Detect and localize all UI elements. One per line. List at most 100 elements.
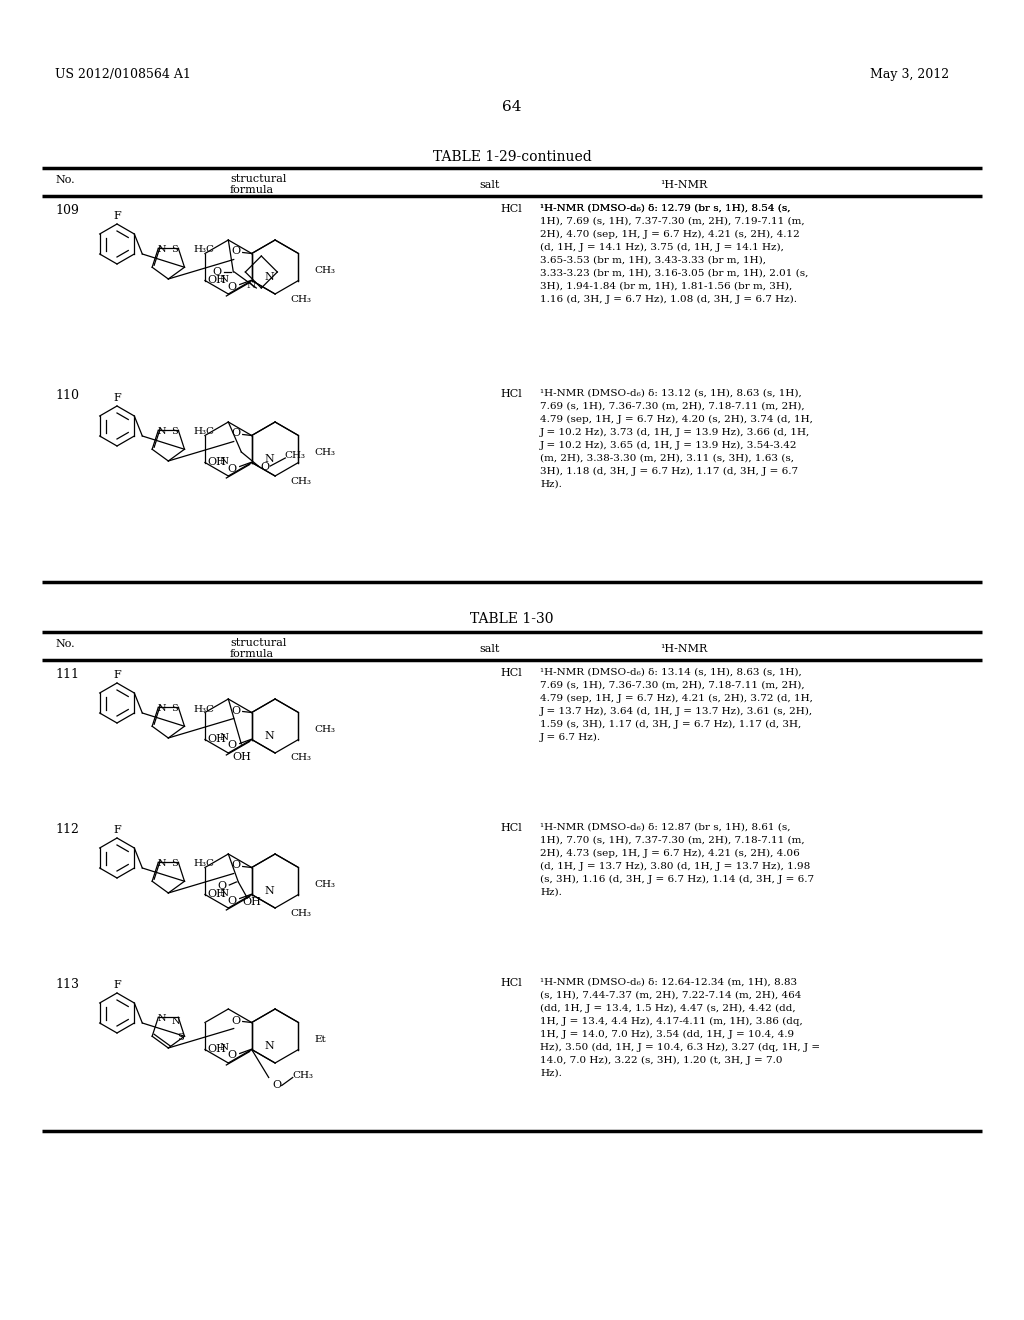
Text: S: S xyxy=(177,1032,184,1041)
Text: O: O xyxy=(272,1081,282,1090)
Text: O: O xyxy=(227,281,237,292)
Text: 7.69 (s, 1H), 7.36-7.30 (m, 2H), 7.18-7.11 (m, 2H),: 7.69 (s, 1H), 7.36-7.30 (m, 2H), 7.18-7.… xyxy=(540,681,805,690)
Text: N: N xyxy=(172,1016,180,1026)
Text: 2H), 4.70 (sep, 1H, J = 6.7 Hz), 4.21 (s, 2H), 4.12: 2H), 4.70 (sep, 1H, J = 6.7 Hz), 4.21 (s… xyxy=(540,230,800,239)
Text: 1.59 (s, 3H), 1.17 (d, 3H, J = 6.7 Hz), 1.17 (d, 3H,: 1.59 (s, 3H), 1.17 (d, 3H, J = 6.7 Hz), … xyxy=(540,719,801,729)
Text: OH: OH xyxy=(207,1044,225,1053)
Text: S: S xyxy=(171,244,178,253)
Text: ¹H-NMR (DMSO-d₆) δ: 12.79 (br s, 1H), 8.54 (s,: ¹H-NMR (DMSO-d₆) δ: 12.79 (br s, 1H), 8.… xyxy=(540,205,791,213)
Text: O: O xyxy=(261,462,270,473)
Text: 14.0, 7.0 Hz), 3.22 (s, 3H), 1.20 (t, 3H, J = 7.0: 14.0, 7.0 Hz), 3.22 (s, 3H), 1.20 (t, 3H… xyxy=(540,1056,782,1065)
Text: 3H), 1.94-1.84 (br m, 1H), 1.81-1.56 (br m, 3H),: 3H), 1.94-1.84 (br m, 1H), 1.81-1.56 (br… xyxy=(540,282,793,290)
Text: HCl: HCl xyxy=(500,978,522,987)
Text: (m, 2H), 3.38-3.30 (m, 2H), 3.11 (s, 3H), 1.63 (s,: (m, 2H), 3.38-3.30 (m, 2H), 3.11 (s, 3H)… xyxy=(540,454,794,463)
Text: O: O xyxy=(231,429,241,438)
Text: N: N xyxy=(157,704,166,713)
Text: HCl: HCl xyxy=(500,822,522,833)
Text: (s, 1H), 7.44-7.37 (m, 2H), 7.22-7.14 (m, 2H), 464: (s, 1H), 7.44-7.37 (m, 2H), 7.22-7.14 (m… xyxy=(540,991,802,1001)
Text: ¹H-NMR (DMSO-d₆) δ: 12.79 (br s, 1H), 8.54 (s,: ¹H-NMR (DMSO-d₆) δ: 12.79 (br s, 1H), 8.… xyxy=(540,205,791,213)
Text: N: N xyxy=(220,888,229,898)
Text: CH₃: CH₃ xyxy=(285,451,306,461)
Text: ¹H-NMR: ¹H-NMR xyxy=(660,180,708,190)
Text: 3.65-3.53 (br m, 1H), 3.43-3.33 (br m, 1H),: 3.65-3.53 (br m, 1H), 3.43-3.33 (br m, 1… xyxy=(540,256,766,265)
Text: 3.33-3.23 (br m, 1H), 3.16-3.05 (br m, 1H), 2.01 (s,: 3.33-3.23 (br m, 1H), 3.16-3.05 (br m, 1… xyxy=(540,269,808,279)
Text: ¹H-NMR (DMSO-d₆) δ: 12.64-12.34 (m, 1H), 8.83: ¹H-NMR (DMSO-d₆) δ: 12.64-12.34 (m, 1H),… xyxy=(540,978,797,987)
Text: structural: structural xyxy=(230,174,287,183)
Text: H₃C: H₃C xyxy=(194,246,215,255)
Text: N: N xyxy=(220,457,229,466)
Text: US 2012/0108564 A1: US 2012/0108564 A1 xyxy=(55,69,190,81)
Text: CH₃: CH₃ xyxy=(291,908,311,917)
Text: F: F xyxy=(113,393,121,403)
Text: OH: OH xyxy=(207,275,225,285)
Text: O: O xyxy=(231,1015,241,1026)
Text: N: N xyxy=(247,281,256,290)
Text: 7.69 (s, 1H), 7.36-7.30 (m, 2H), 7.18-7.11 (m, 2H),: 7.69 (s, 1H), 7.36-7.30 (m, 2H), 7.18-7.… xyxy=(540,403,805,411)
Text: 64: 64 xyxy=(502,100,522,114)
Text: ¹H-NMR (DMSO-d₆) δ: 13.14 (s, 1H), 8.63 (s, 1H),: ¹H-NMR (DMSO-d₆) δ: 13.14 (s, 1H), 8.63 … xyxy=(540,668,802,677)
Text: H₃C: H₃C xyxy=(194,705,215,714)
Text: O: O xyxy=(213,267,222,277)
Text: OH: OH xyxy=(242,898,261,907)
Text: ¹H-NMR (DMSO-d₆) δ: 12.87 (br s, 1H), 8.61 (s,: ¹H-NMR (DMSO-d₆) δ: 12.87 (br s, 1H), 8.… xyxy=(540,822,791,832)
Text: salt: salt xyxy=(480,644,500,653)
Text: (d, 1H, J = 13.7 Hz), 3.80 (d, 1H, J = 13.7 Hz), 1.98: (d, 1H, J = 13.7 Hz), 3.80 (d, 1H, J = 1… xyxy=(540,862,810,871)
Text: ¹H-NMR (DMSO-d₆) δ: 13.12 (s, 1H), 8.63 (s, 1H),: ¹H-NMR (DMSO-d₆) δ: 13.12 (s, 1H), 8.63 … xyxy=(540,389,802,399)
Text: Hz).: Hz). xyxy=(540,1069,562,1078)
Text: F: F xyxy=(113,211,121,220)
Text: 111: 111 xyxy=(55,668,79,681)
Text: structural: structural xyxy=(230,638,287,648)
Text: N: N xyxy=(157,1014,166,1023)
Text: HCl: HCl xyxy=(500,668,522,678)
Text: O: O xyxy=(218,880,227,891)
Text: OH: OH xyxy=(207,888,225,899)
Text: N: N xyxy=(220,734,229,742)
Text: N: N xyxy=(220,1044,229,1052)
Text: 3H), 1.18 (d, 3H, J = 6.7 Hz), 1.17 (d, 3H, J = 6.7: 3H), 1.18 (d, 3H, J = 6.7 Hz), 1.17 (d, … xyxy=(540,467,798,477)
Text: Hz).: Hz). xyxy=(540,480,562,488)
Text: O: O xyxy=(227,463,237,474)
Text: S: S xyxy=(171,426,178,436)
Text: formula: formula xyxy=(230,185,274,195)
Text: S: S xyxy=(171,704,178,713)
Text: F: F xyxy=(113,671,121,680)
Text: CH₃: CH₃ xyxy=(314,447,335,457)
Text: N: N xyxy=(264,731,274,741)
Text: 113: 113 xyxy=(55,978,79,991)
Text: TABLE 1-30: TABLE 1-30 xyxy=(470,612,554,626)
Text: CH₃: CH₃ xyxy=(314,725,335,734)
Text: formula: formula xyxy=(230,649,274,659)
Text: May 3, 2012: May 3, 2012 xyxy=(870,69,949,81)
Text: salt: salt xyxy=(480,180,500,190)
Text: 2H), 4.73 (sep, 1H, J = 6.7 Hz), 4.21 (s, 2H), 4.06: 2H), 4.73 (sep, 1H, J = 6.7 Hz), 4.21 (s… xyxy=(540,849,800,858)
Text: N: N xyxy=(264,1041,274,1051)
Text: (s, 3H), 1.16 (d, 3H, J = 6.7 Hz), 1.14 (d, 3H, J = 6.7: (s, 3H), 1.16 (d, 3H, J = 6.7 Hz), 1.14 … xyxy=(540,875,814,884)
Text: 110: 110 xyxy=(55,389,79,403)
Text: 1H, J = 14.0, 7.0 Hz), 3.54 (dd, 1H, J = 10.4, 4.9: 1H, J = 14.0, 7.0 Hz), 3.54 (dd, 1H, J =… xyxy=(540,1030,795,1039)
Text: O: O xyxy=(231,247,241,256)
Text: 1H, J = 13.4, 4.4 Hz), 4.17-4.11 (m, 1H), 3.86 (dq,: 1H, J = 13.4, 4.4 Hz), 4.17-4.11 (m, 1H)… xyxy=(540,1016,803,1026)
Text: J = 6.7 Hz).: J = 6.7 Hz). xyxy=(540,733,601,742)
Text: O: O xyxy=(227,1051,237,1060)
Text: F: F xyxy=(113,825,121,836)
Text: N: N xyxy=(264,272,274,282)
Text: N: N xyxy=(157,244,166,253)
Text: (dd, 1H, J = 13.4, 1.5 Hz), 4.47 (s, 2H), 4.42 (dd,: (dd, 1H, J = 13.4, 1.5 Hz), 4.47 (s, 2H)… xyxy=(540,1005,796,1014)
Text: (d, 1H, J = 14.1 Hz), 3.75 (d, 1H, J = 14.1 Hz),: (d, 1H, J = 14.1 Hz), 3.75 (d, 1H, J = 1… xyxy=(540,243,784,252)
Text: J = 10.2 Hz), 3.73 (d, 1H, J = 13.9 Hz), 3.66 (d, 1H,: J = 10.2 Hz), 3.73 (d, 1H, J = 13.9 Hz),… xyxy=(540,428,810,437)
Text: J = 10.2 Hz), 3.65 (d, 1H, J = 13.9 Hz), 3.54-3.42: J = 10.2 Hz), 3.65 (d, 1H, J = 13.9 Hz),… xyxy=(540,441,798,450)
Text: F: F xyxy=(113,979,121,990)
Text: 1.16 (d, 3H, J = 6.7 Hz), 1.08 (d, 3H, J = 6.7 Hz).: 1.16 (d, 3H, J = 6.7 Hz), 1.08 (d, 3H, J… xyxy=(540,294,797,304)
Text: 1H), 7.70 (s, 1H), 7.37-7.30 (m, 2H), 7.18-7.11 (m,: 1H), 7.70 (s, 1H), 7.37-7.30 (m, 2H), 7.… xyxy=(540,836,805,845)
Text: CH₃: CH₃ xyxy=(291,294,311,304)
Text: N: N xyxy=(157,426,166,436)
Text: 109: 109 xyxy=(55,205,79,216)
Text: No.: No. xyxy=(55,176,75,185)
Text: S: S xyxy=(171,859,178,867)
Text: N: N xyxy=(220,275,229,284)
Text: O: O xyxy=(231,861,241,870)
Text: O: O xyxy=(227,895,237,906)
Text: CH₃: CH₃ xyxy=(292,1071,313,1080)
Text: OH: OH xyxy=(207,734,225,744)
Text: CH₃: CH₃ xyxy=(314,880,335,888)
